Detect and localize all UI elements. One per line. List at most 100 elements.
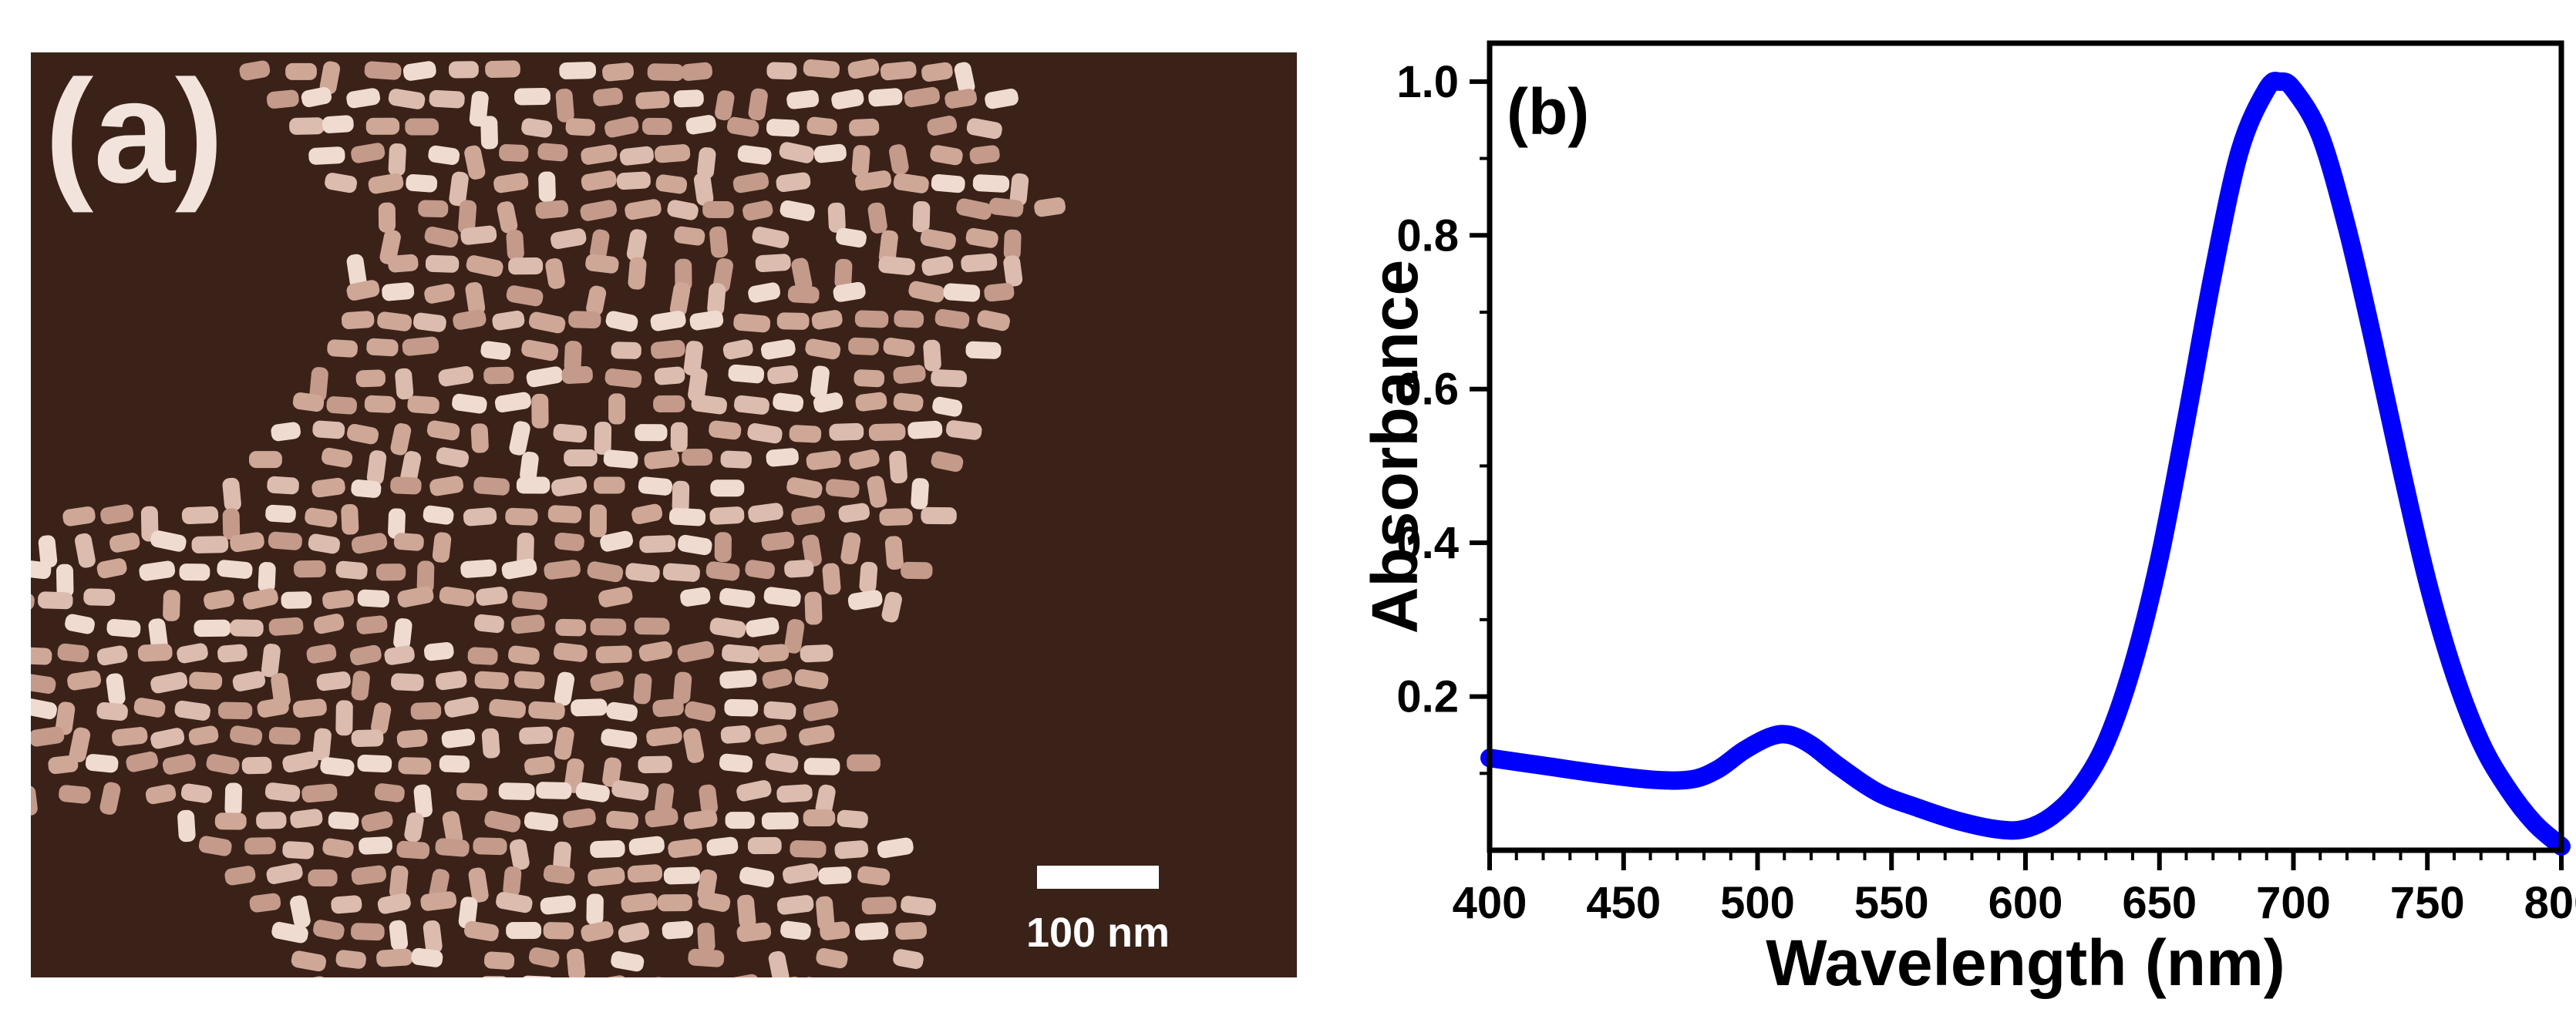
nanorod [626,229,647,261]
nanorod [762,668,793,689]
nanorod [432,532,452,563]
nanorod [725,812,755,829]
nanorod [590,839,625,858]
nanorod [243,588,278,610]
nanorod [593,87,623,106]
nanorod [555,89,574,123]
nanorod [423,920,443,954]
nanorod [736,780,772,802]
nanorod [755,725,787,745]
nanorod [356,615,388,634]
nanorod [934,309,970,329]
nanorod [464,920,499,942]
nanorod [720,725,751,744]
nanorod [402,61,436,81]
nanorod [410,701,442,720]
nanorod [589,504,607,537]
nanorod [803,809,836,826]
nanorod [921,256,954,276]
nanorod [309,367,328,402]
nanorod [458,200,477,234]
nanorod [406,173,438,193]
nanorod [791,257,813,292]
nanorod [588,866,625,886]
nanorod [634,617,670,635]
nanorod [249,893,281,913]
nanorod [682,449,713,466]
x-tick-label: 600 [1988,878,2063,928]
nanorod [531,393,549,429]
nanorod [497,201,518,234]
nanorod [268,531,302,550]
nanorod [736,922,772,942]
x-tick-label: 750 [2390,878,2465,928]
nanorod [698,891,731,912]
nanorod [907,420,943,439]
nanorod [355,369,386,388]
nanorod [55,701,76,735]
nanorod [224,782,243,816]
nanorod [492,311,525,331]
nanorod [768,950,790,977]
nanorod [688,368,708,402]
nanorod [894,310,924,328]
absorbance-line [1480,72,2571,856]
nanorod [377,893,411,914]
nanorod [590,229,610,261]
nanorod [441,728,476,748]
nanorod [351,479,382,498]
nanorod [706,836,739,856]
nanorod [699,784,718,815]
nanorod [466,255,503,278]
nanorod [382,282,415,301]
nanorod [709,226,729,258]
nanorod [551,476,588,496]
nanorod [988,197,1024,217]
x-tick-label: 400 [1453,878,1527,928]
nanorod [984,283,1015,302]
nanorod [126,751,159,772]
nanorod [506,230,524,261]
nanorod [606,810,638,830]
nanorod [499,143,529,162]
nanorod [375,563,406,581]
nanorod [904,86,940,108]
nanorod [748,88,768,121]
nanorod [813,143,847,163]
nanorod [803,758,840,775]
nanorod [496,892,533,913]
nanorod [393,618,412,650]
nanorod [537,143,568,162]
nanorod [854,310,889,328]
nanorod [346,254,367,289]
nanorod [442,811,463,846]
nanorod [564,341,582,373]
nanorod [150,671,188,694]
nanorod [292,392,325,412]
nanorod [411,947,443,967]
nanorod [766,448,799,467]
nanorod [388,143,406,177]
nanorod [673,89,704,108]
nanorod [150,530,187,552]
nanorod [62,506,96,526]
nanorod [194,619,231,637]
nanorod [361,811,393,832]
nanorod [416,560,435,594]
nanorod [884,536,904,570]
x-tick-label: 650 [2122,878,2197,928]
nanorod [908,281,945,303]
nanorod [460,225,497,245]
nanorod [602,62,634,82]
nanorod [605,311,638,332]
nanorod [505,507,538,526]
nanorod [407,395,439,414]
nanorod [222,477,241,511]
nanorod [601,728,638,749]
nanorod [494,392,531,413]
nanorod [405,118,439,136]
nanorod [765,752,799,773]
nanorod [267,476,299,495]
nanorod [831,89,864,109]
nanorod [520,451,539,483]
